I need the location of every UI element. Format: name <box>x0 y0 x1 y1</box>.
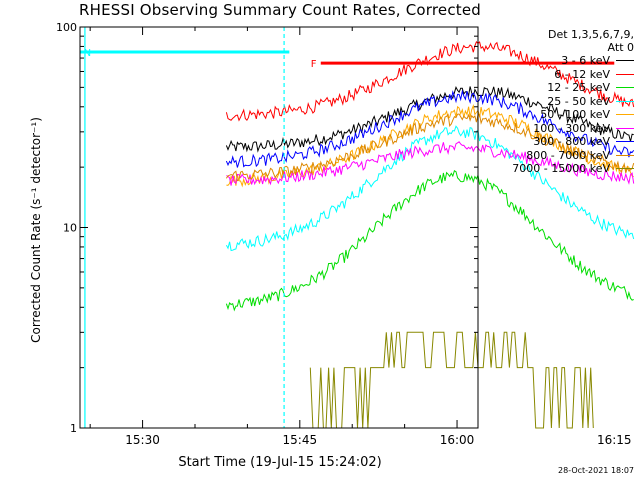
series-line-6 <box>226 141 635 186</box>
legend: Det 1,3,5,6,7,9, Att 0 3 - 6 keV 6 - 12 k… <box>478 28 634 176</box>
legend-entry-6: 100 - 300 keV <box>478 122 634 136</box>
legend-label: 100 - 300 keV <box>533 121 610 135</box>
legend-label: 7000 - 15000 keV <box>512 162 610 176</box>
series-line-9 <box>309 331 594 429</box>
legend-entries: 3 - 6 keV 6 - 12 keV 12 - 25 keV 25 - 50 ke… <box>478 54 634 176</box>
annotation-label-F: F <box>311 59 317 70</box>
legend-entry-1: 3 - 6 keV <box>478 54 634 68</box>
legend-swatch <box>616 154 634 156</box>
x-tick-label-1545: 15:45 <box>283 433 318 447</box>
x-tick-label-1530: 15:30 <box>125 433 160 447</box>
legend-header-attenuator: Att 0 <box>607 41 634 54</box>
legend-entry-7: 300 - 800 keV <box>478 135 634 149</box>
y-tick-label-1: 1 <box>70 422 77 435</box>
y-tick-label-10: 10 <box>63 222 77 235</box>
legend-label: 800 - 7000 keV <box>526 148 610 162</box>
legend-entry-5: 50 - 100 keV <box>478 108 634 122</box>
legend-swatch <box>616 73 634 75</box>
legend-label: 300 - 800 keV <box>533 135 610 149</box>
legend-swatch <box>616 168 634 170</box>
legend-label: 6 - 12 keV <box>554 67 610 81</box>
legend-swatch <box>616 60 634 62</box>
legend-label: 50 - 100 keV <box>540 108 610 122</box>
plot-frame <box>79 26 479 429</box>
y-tick-label-100: 100 <box>56 21 77 34</box>
legend-swatch <box>616 87 634 89</box>
legend-entry-4: 25 - 50 keV <box>478 95 634 109</box>
legend-swatch <box>616 141 634 143</box>
legend-swatch <box>616 127 634 129</box>
annotation-label-N: N <box>84 48 91 59</box>
series-line-8 <box>225 113 635 182</box>
legend-entry-9: 7000 - 15000 keV <box>478 162 634 176</box>
legend-label: 25 - 50 keV <box>547 94 610 108</box>
series-line-2 <box>225 41 635 122</box>
x-tick-label-1615: 16:15 <box>597 433 632 447</box>
legend-entry-8: 800 - 7000 keV <box>478 149 634 163</box>
legend-entry-2: 6 - 12 keV <box>478 68 634 82</box>
series-line-3 <box>225 170 634 312</box>
series-line-7 <box>225 89 635 168</box>
legend-swatch <box>616 114 634 116</box>
generation-timestamp: 28-Oct-2021 18:07 <box>558 466 634 475</box>
x-axis-label: Start Time (19-Jul-15 15:24:02) <box>178 455 382 470</box>
legend-swatch <box>616 100 634 102</box>
series-line-4 <box>225 125 635 252</box>
legend-label: 3 - 6 keV <box>561 54 610 68</box>
legend-entry-3: 12 - 25 keV <box>478 81 634 95</box>
legend-label: 12 - 25 keV <box>547 81 610 95</box>
legend-header-detectors: Det 1,3,5,6,7,9, <box>547 28 634 41</box>
chart-title: RHESSI Observing Summary Count Rates, Co… <box>78 1 481 19</box>
y-axis-label: Corrected Count Rate (s⁻¹ detector⁻¹) <box>29 117 43 343</box>
x-tick-label-1600: 16:00 <box>440 433 475 447</box>
